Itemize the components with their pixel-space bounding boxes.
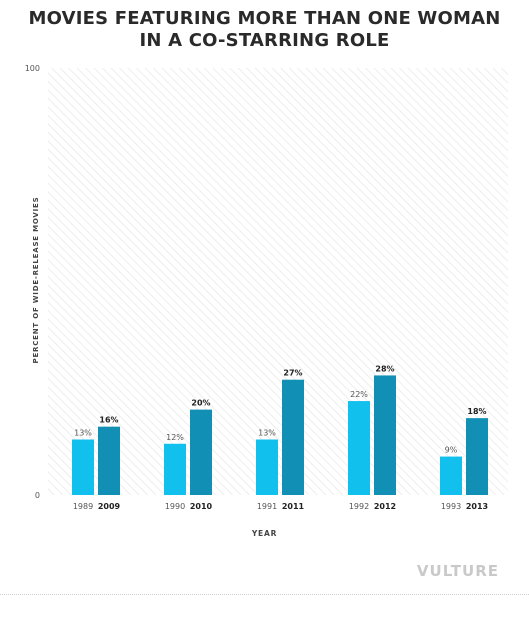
x-tick-1989: 1989 <box>73 502 93 511</box>
data-label-2012: 28% <box>375 364 394 373</box>
bar-2011 <box>282 379 304 495</box>
x-tick-1991: 1991 <box>257 502 277 511</box>
x-tick-2010: 2010 <box>190 502 213 511</box>
bar-1991 <box>256 439 278 495</box>
x-tick-1993: 1993 <box>441 502 461 511</box>
bar-2012 <box>374 375 396 495</box>
data-label-1993: 9% <box>445 446 458 455</box>
y-tick-label: 100 <box>25 64 40 73</box>
bar-2013 <box>466 418 488 495</box>
bar-2009 <box>98 426 120 495</box>
bar-1989 <box>72 439 94 495</box>
vulture-logo: VULTURE <box>416 562 499 580</box>
chart-title: MOVIES FEATURING MORE THAN ONE WOMAN IN … <box>0 8 529 52</box>
y-tick-label: 0 <box>35 491 40 500</box>
x-tick-1990: 1990 <box>165 502 185 511</box>
x-tick-2012: 2012 <box>374 502 396 511</box>
x-tick-2009: 2009 <box>98 502 121 511</box>
data-label-1991: 13% <box>258 428 276 437</box>
bar-1990 <box>164 443 186 495</box>
bar-2010 <box>190 409 212 495</box>
chart-title-line1: MOVIES FEATURING MORE THAN ONE WOMAN <box>28 8 501 29</box>
x-tick-2013: 2013 <box>466 502 488 511</box>
data-label-1990: 12% <box>166 433 184 442</box>
data-label-2010: 20% <box>191 399 210 408</box>
data-label-1989: 13% <box>74 428 92 437</box>
bar-1993 <box>440 456 462 495</box>
data-label-2013: 18% <box>467 407 486 416</box>
footer-divider <box>0 594 529 595</box>
bar-1992 <box>348 401 370 495</box>
data-label-2009: 16% <box>99 416 118 425</box>
x-axis-label: YEAR <box>251 529 278 538</box>
x-tick-2011: 2011 <box>282 502 305 511</box>
x-tick-1992: 1992 <box>349 502 369 511</box>
data-label-2011: 27% <box>283 369 302 378</box>
chart-title-line2: IN A CO-STARRING ROLE <box>139 30 390 51</box>
data-label-1992: 22% <box>350 390 368 399</box>
plot-area <box>48 68 508 495</box>
y-axis-label: PERCENT OF WIDE-RELEASE MOVIES <box>32 196 40 364</box>
